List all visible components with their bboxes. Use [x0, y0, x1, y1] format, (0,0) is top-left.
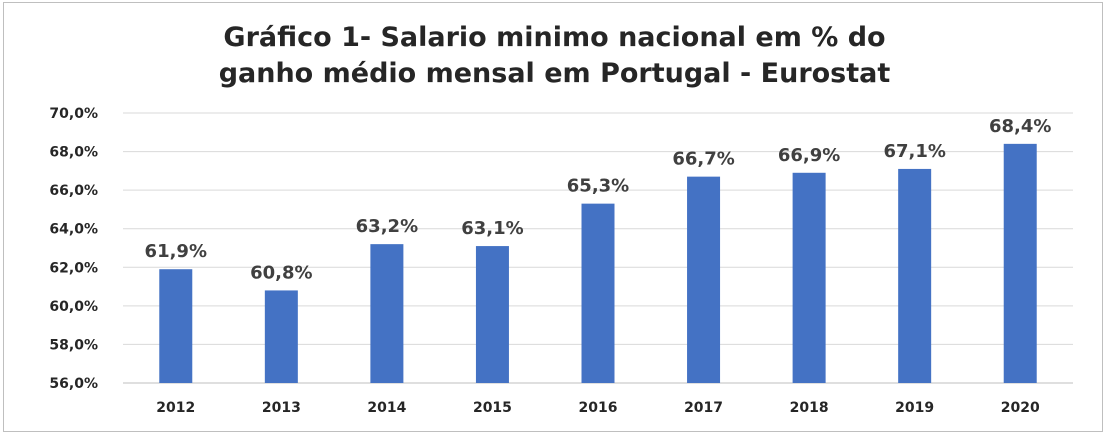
chart-title: Gráfico 1- Salario minimo nacional em % … [0, 20, 1109, 92]
data-label-2017: 66,7% [672, 149, 734, 170]
bars [159, 143, 1037, 383]
bar-2016 [581, 203, 615, 383]
y-tick-label: 58,0% [49, 337, 98, 353]
bar-2015 [475, 246, 509, 383]
data-label-2012: 61,9% [145, 241, 207, 262]
bar-2013 [264, 290, 298, 383]
data-label-2018: 66,9% [778, 145, 840, 166]
bar-2020 [1003, 143, 1037, 383]
y-tick-label: 62,0% [49, 260, 98, 276]
data-label-2013: 60,8% [250, 262, 312, 283]
x-tick-label-2014: 2014 [367, 400, 406, 416]
data-label-2019: 67,1% [883, 141, 945, 162]
chart-title-line-2: ganho médio mensal em Portugal - Eurosta… [218, 58, 891, 89]
x-tick-label-2016: 2016 [579, 400, 618, 416]
x-axis: 2012 2013 2014 2015 2016 2017 2018 2019 2020 [156, 400, 1040, 416]
data-label-2020: 68,4% [989, 116, 1051, 137]
data-labels: 61,9% 60,8% 63,2% 63,1% 65,3% 66,7% 66,9% 67,1%… [145, 116, 1052, 284]
y-axis: 56,0% 58,0% 60,0% 62,0% 64,0% 66,0% 68,0% 70,0% [49, 106, 98, 392]
chart-title-line-1: Gráfico 1- Salario minimo nacional em % … [223, 22, 886, 53]
x-tick-label-2015: 2015 [473, 400, 512, 416]
y-tick-label: 68,0% [49, 145, 98, 161]
y-tick-label: 64,0% [49, 222, 98, 238]
y-tick-label: 60,0% [49, 299, 98, 315]
x-tick-label-2018: 2018 [790, 400, 829, 416]
y-tick-label: 66,0% [49, 183, 98, 199]
bar-2012 [159, 269, 193, 383]
x-tick-label-2019: 2019 [895, 400, 934, 416]
data-label-2014: 63,2% [356, 216, 418, 237]
x-tick-label-2013: 2013 [262, 400, 301, 416]
bar-2014 [370, 244, 404, 383]
data-label-2016: 65,3% [567, 176, 629, 197]
bar-2019 [898, 168, 932, 383]
data-label-2015: 63,1% [461, 218, 523, 239]
x-tick-label-2020: 2020 [1001, 400, 1040, 416]
y-tick-label: 70,0% [49, 106, 98, 122]
x-tick-label-2012: 2012 [156, 400, 195, 416]
bar-2017 [687, 176, 721, 383]
x-tick-label-2017: 2017 [684, 400, 723, 416]
y-tick-label: 56,0% [49, 376, 98, 392]
bar-2018 [792, 172, 826, 383]
